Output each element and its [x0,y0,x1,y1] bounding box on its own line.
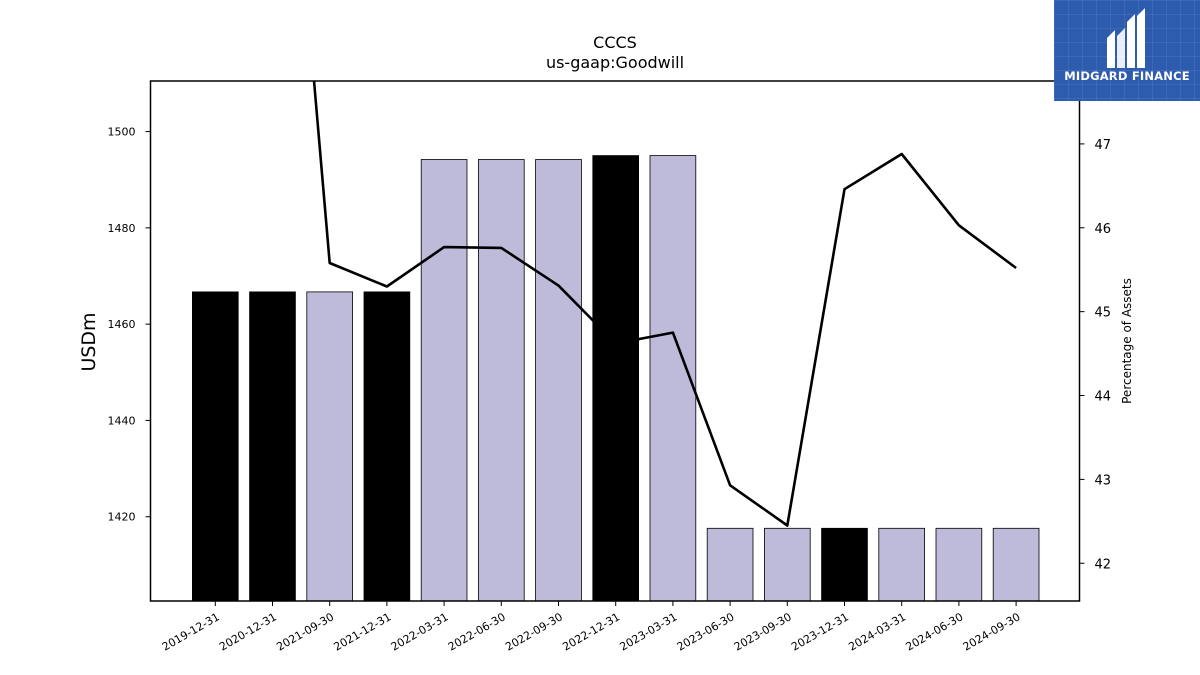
y-tick-label: 1460 [108,318,136,331]
x-tick-label: 2023-06-30 [675,610,737,653]
bar [878,527,925,602]
line-layer [312,81,1017,527]
bar [992,527,1040,602]
bar [249,291,296,602]
bar [764,527,811,602]
midgard-logo-icon [1107,8,1145,68]
plot-frame [149,80,1081,602]
y2-tick-label: 42 [1095,557,1112,572]
x-tick-label: 2023-09-30 [732,610,794,653]
bar [649,155,697,602]
y2-tick-label: 47 [1095,138,1112,153]
bar [935,527,983,602]
x-tick-label: 2024-06-30 [904,610,966,653]
x-tick-label: 2023-12-31 [789,610,851,653]
x-tick-label: 2021-12-31 [332,610,394,653]
y-tick-label: 1500 [108,126,136,139]
midgard-finance-logo: MIDGARD FINANCE [1054,0,1200,101]
y-tick-label: 1480 [108,222,136,235]
x-axis: 2019-12-312020-12-312021-09-302021-12-31… [160,601,1023,654]
x-tick-label: 2020-12-31 [217,610,279,653]
y-tick-label: 1440 [108,414,136,427]
x-tick-label: 2024-03-31 [846,610,908,653]
chart-title: CCCS [593,33,637,52]
bar [706,527,754,602]
y-axis-label: USDm [78,312,100,371]
bar [363,291,411,602]
bar [477,159,525,602]
y-tick-label: 1420 [108,511,136,524]
bar [191,291,239,602]
logo-text: MIDGARD FINANCE [1064,69,1190,83]
bar [535,159,582,602]
x-tick-label: 2024-09-30 [961,610,1023,653]
y2-tick-label: 44 [1095,390,1112,405]
right-axis: 42 43 44 45 46 47 [1079,138,1112,572]
left-axis: 1420 1440 1460 1480 1500 [108,126,151,524]
bar [592,155,639,602]
y2-axis-label: Percentage of Assets [1120,278,1134,404]
y2-tick-label: 43 [1095,473,1112,488]
percentage-line [312,81,1017,527]
x-tick-label: 2021-09-30 [274,610,336,653]
x-tick-label: 2022-12-31 [560,610,622,653]
bars-group [191,155,1040,602]
x-tick-label: 2023-03-31 [618,610,680,653]
y2-tick-label: 45 [1095,306,1112,321]
x-tick-label: 2022-06-30 [446,610,508,653]
y2-tick-label: 46 [1095,222,1112,237]
bar [821,527,868,602]
x-tick-label: 2022-09-30 [503,610,565,653]
bar [306,291,353,602]
chart-subtitle: us-gaap:Goodwill [546,53,684,72]
x-tick-label: 2022-03-31 [389,610,451,653]
bar [420,159,468,602]
x-tick-label: 2019-12-31 [160,610,222,653]
